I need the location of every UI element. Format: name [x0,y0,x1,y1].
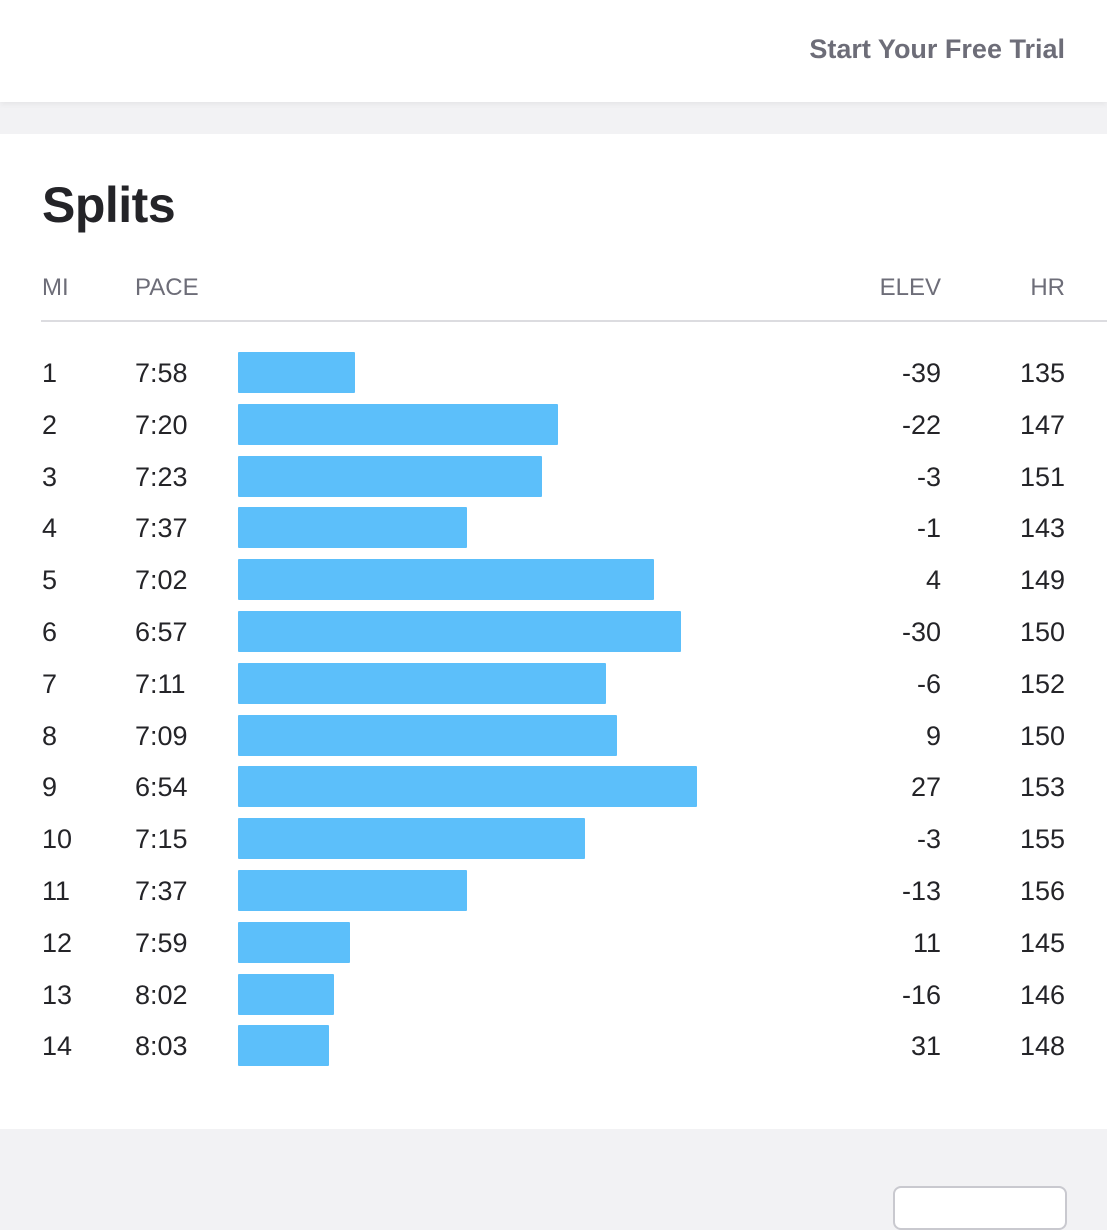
split-elevation: 31 [910,1031,941,1062]
split-row: 14 8:03 31 148 [0,1021,1107,1073]
split-pace: 7:59 [135,927,188,958]
split-pace: 6:57 [135,616,188,647]
split-row: 3 7:23 -3 151 [0,452,1107,504]
split-heart-rate: 150 [1019,616,1065,647]
split-mile: 6 [42,616,58,647]
split-heart-rate: 153 [1019,772,1065,803]
column-header-mi: MI [42,274,69,301]
pace-bar [238,869,468,911]
split-mile: 14 [42,1031,73,1062]
split-mile: 9 [42,772,58,803]
split-row: 10 7:15 -3 155 [0,814,1107,866]
pace-bar [238,714,617,756]
pace-bar [238,403,558,445]
split-heart-rate: 152 [1019,668,1065,699]
pace-bar [238,973,334,1015]
split-pace: 7:58 [135,358,188,388]
split-heart-rate: 146 [1019,979,1065,1010]
pace-bar [238,559,654,601]
split-pace: 7:20 [135,409,188,440]
split-row: 9 6:54 27 153 [0,762,1107,814]
split-elevation: 11 [912,927,941,958]
split-row: 5 7:02 4 149 [0,555,1107,607]
footer-button[interactable] [893,1186,1067,1230]
split-elevation: -13 [901,875,941,906]
split-elevation: -1 [916,513,941,544]
split-mile: 11 [42,875,71,906]
split-pace: 7:02 [135,565,188,596]
pace-bar [238,507,468,549]
column-header-pace: PACE [135,274,199,301]
split-mile: 5 [42,565,58,596]
split-pace: 8:03 [135,1031,188,1062]
split-pace: 7:23 [135,461,188,492]
splits-title: Splits [42,177,176,233]
split-elevation: -16 [901,979,941,1010]
split-pace: 6:54 [135,772,188,803]
split-mile: 7 [42,668,58,699]
split-heart-rate: 155 [1019,824,1065,855]
split-pace: 8:02 [135,979,188,1010]
pace-bar [238,610,681,652]
split-row: 12 7:59 11 145 [0,918,1107,970]
split-pace: 7:11 [135,668,186,699]
split-heart-rate: 143 [1019,513,1065,544]
pace-bar [238,766,697,808]
split-mile: 4 [42,513,58,544]
split-elevation: 27 [910,772,941,803]
split-mile: 12 [42,927,73,958]
split-elevation: -39 [901,358,941,388]
top-bar: Start Your Free Trial [0,0,1107,102]
split-elevation: 4 [925,565,941,596]
pace-bar [238,818,585,860]
split-elevation: 9 [925,720,941,751]
split-heart-rate: 156 [1019,875,1065,906]
split-mile: 13 [42,979,73,1010]
split-mile: 1 [42,358,58,388]
split-elevation: -3 [916,824,941,855]
split-row: 1 7:58 -39 135 [0,348,1107,400]
split-pace: 7:37 [135,875,188,906]
split-row: 2 7:20 -22 147 [0,400,1107,452]
split-heart-rate: 149 [1019,565,1065,596]
split-pace: 7:37 [135,513,188,544]
split-row: 13 8:02 -16 146 [0,970,1107,1022]
split-heart-rate: 145 [1019,927,1065,958]
split-pace: 7:09 [135,720,188,751]
split-elevation: -30 [901,616,941,647]
column-header-elev: ELEV [879,274,941,301]
header-divider [41,320,1107,322]
split-row: 8 7:09 9 150 [0,711,1107,763]
split-heart-rate: 147 [1019,409,1065,440]
split-mile: 10 [42,824,73,855]
split-elevation: -3 [916,461,941,492]
pace-bar [238,352,356,393]
split-row: 6 6:57 -30 150 [0,607,1107,659]
start-free-trial-link[interactable]: Start Your Free Trial [809,34,1065,64]
split-pace: 7:15 [135,824,188,855]
split-row: 4 7:37 -1 143 [0,503,1107,555]
splits-table-body: 1 7:58 -39 135 2 7:20 -22 147 3 7:23 -3 151 4 7:37 -1 1… [0,348,1107,1073]
pace-bar [238,662,606,704]
split-elevation: -22 [901,409,941,440]
split-row: 7 7:11 -6 152 [0,659,1107,711]
split-mile: 2 [42,409,58,440]
splits-header-row: MI PACE ELEV HR [0,274,1107,306]
pace-bar [238,921,350,963]
split-mile: 3 [42,461,58,492]
split-heart-rate: 148 [1019,1031,1065,1062]
split-mile: 8 [42,720,58,751]
column-header-hr: HR [1030,274,1065,301]
pace-bar [238,455,542,497]
split-heart-rate: 150 [1019,720,1065,751]
split-elevation: -6 [916,668,941,699]
split-heart-rate: 135 [1019,358,1065,388]
pace-bar [238,1025,329,1067]
split-row: 11 7:37 -13 156 [0,866,1107,918]
split-heart-rate: 151 [1019,461,1065,492]
